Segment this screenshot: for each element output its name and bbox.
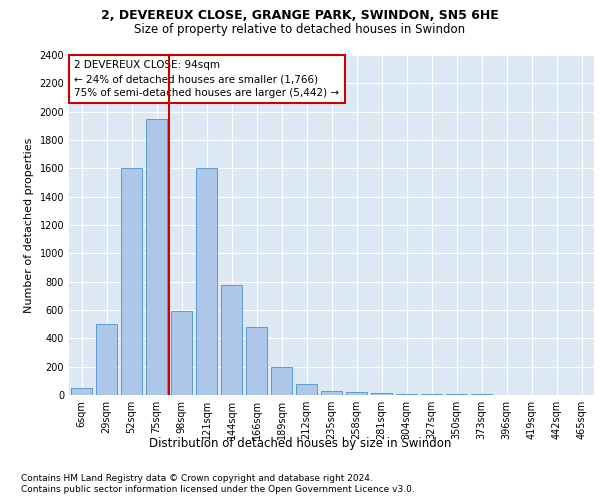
Text: Distribution of detached houses by size in Swindon: Distribution of detached houses by size … xyxy=(149,438,451,450)
Text: 2, DEVEREUX CLOSE, GRANGE PARK, SWINDON, SN5 6HE: 2, DEVEREUX CLOSE, GRANGE PARK, SWINDON,… xyxy=(101,9,499,22)
Text: Contains HM Land Registry data © Crown copyright and database right 2024.: Contains HM Land Registry data © Crown c… xyxy=(21,474,373,483)
Bar xyxy=(71,388,92,395)
Y-axis label: Number of detached properties: Number of detached properties xyxy=(24,138,34,312)
Bar xyxy=(121,168,142,395)
Bar xyxy=(321,391,342,395)
Text: Size of property relative to detached houses in Swindon: Size of property relative to detached ho… xyxy=(134,22,466,36)
Bar xyxy=(246,327,267,395)
Bar xyxy=(271,366,292,395)
Bar xyxy=(471,394,492,395)
Text: 2 DEVEREUX CLOSE: 94sqm
← 24% of detached houses are smaller (1,766)
75% of semi: 2 DEVEREUX CLOSE: 94sqm ← 24% of detache… xyxy=(74,60,340,98)
Bar xyxy=(346,392,367,395)
Bar xyxy=(171,312,192,395)
Bar xyxy=(396,394,417,395)
Text: Contains public sector information licensed under the Open Government Licence v3: Contains public sector information licen… xyxy=(21,485,415,494)
Bar xyxy=(446,394,467,395)
Bar xyxy=(196,168,217,395)
Bar xyxy=(221,284,242,395)
Bar xyxy=(371,393,392,395)
Bar xyxy=(96,324,117,395)
Bar xyxy=(146,118,167,395)
Bar xyxy=(296,384,317,395)
Bar xyxy=(421,394,442,395)
